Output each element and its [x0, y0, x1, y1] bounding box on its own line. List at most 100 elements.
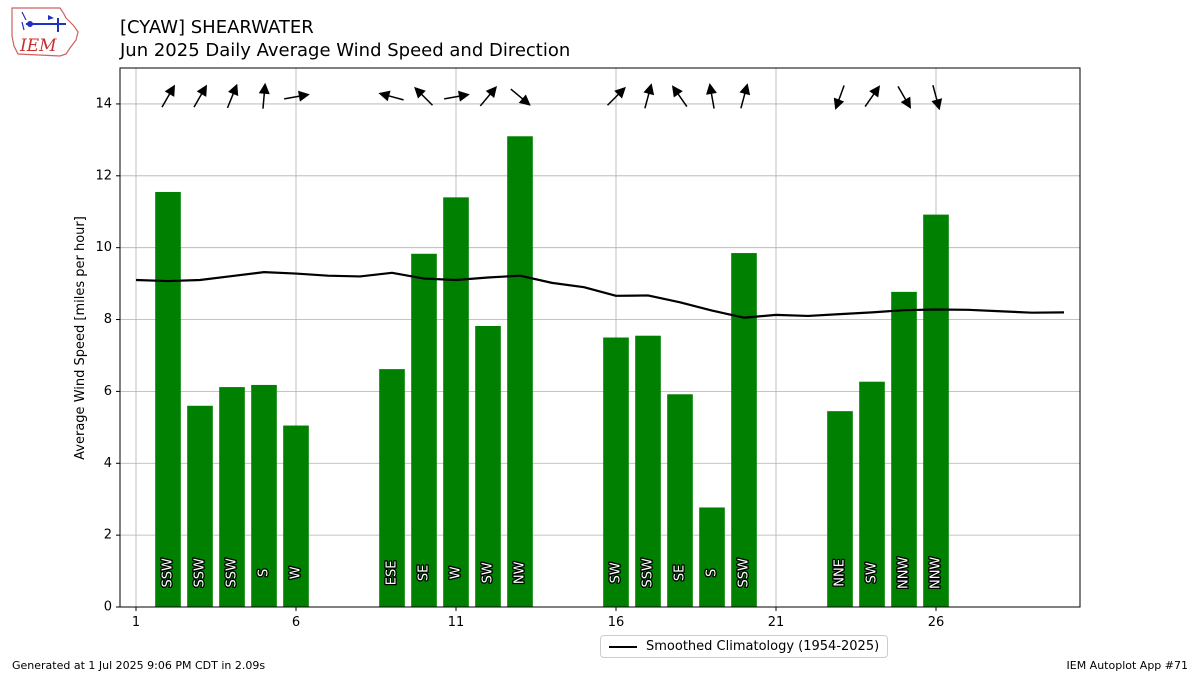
bar-day-25	[891, 291, 917, 607]
direction-label-day-13: NW	[513, 561, 528, 584]
direction-label-day-24: SW	[865, 562, 880, 583]
y-tick-label: 10	[95, 240, 112, 255]
footer-generated: Generated at 1 Jul 2025 9:06 PM CDT in 2…	[12, 659, 266, 672]
bar-day-19	[699, 507, 725, 607]
chart-subtitle: Jun 2025 Daily Average Wind Speed and Di…	[120, 40, 571, 61]
legend-label: Smoothed Climatology (1954-2025)	[646, 639, 880, 654]
arrow-shaft	[386, 94, 404, 101]
bar-day-2	[155, 191, 181, 607]
arrow-head	[228, 83, 239, 97]
y-tick-label: 2	[104, 528, 112, 543]
bar-day-20	[731, 253, 757, 607]
iem-logo: IEM	[8, 6, 80, 62]
legend-line-swatch	[609, 645, 637, 648]
grid	[120, 68, 1080, 608]
y-axis-label: Average Wind Speed [miles per hour]	[73, 216, 88, 460]
x-tick-label: 1	[132, 615, 140, 630]
direction-label-day-4: SSW	[225, 558, 240, 588]
bar-day-9	[379, 369, 405, 607]
footer-app: IEM Autoplot App #71	[1066, 659, 1189, 672]
wind-arrow-day-13	[510, 88, 531, 106]
arrow-head	[164, 84, 175, 97]
direction-label-day-12: SW	[481, 562, 496, 583]
bar-day-10	[411, 253, 437, 607]
y-tick-label: 8	[104, 312, 112, 327]
arrow-head	[518, 94, 531, 106]
arrow-shaft	[675, 91, 688, 108]
x-tick-label: 6	[292, 615, 300, 630]
arrow-head	[457, 90, 470, 102]
direction-label-day-9: ESE	[385, 561, 400, 586]
direction-label-day-6: W	[289, 566, 304, 579]
bar-day-4	[219, 387, 245, 607]
wind-arrow-day-20	[739, 83, 751, 109]
direction-label-day-19: S	[705, 569, 720, 577]
wind-arrow-day-2	[161, 84, 175, 108]
arrow-shaft	[644, 90, 651, 109]
arrow-head	[258, 82, 270, 95]
direction-label-day-17: SSW	[641, 558, 656, 588]
arrow-shaft	[897, 85, 908, 103]
direction-label-day-5: S	[257, 569, 272, 577]
arrow-shaft	[710, 90, 715, 109]
arrow-head	[378, 90, 391, 102]
direction-label-day-25: NNW	[897, 557, 912, 589]
bar-day-23	[827, 411, 853, 607]
wind-arrow-day-26	[931, 84, 943, 111]
climatology-series	[135, 271, 1065, 319]
arrow-head	[900, 96, 911, 109]
x-tick-label: 21	[768, 615, 785, 630]
arrow-shaft	[740, 90, 747, 109]
arrow-head	[833, 97, 845, 110]
direction-labels: SSW SSW SSW S W ESE SE W SW NW SW SSW SE S SSW NNE SW NNW…	[159, 555, 945, 590]
bar-day-5	[251, 384, 277, 607]
x-tick-label: 26	[928, 615, 945, 630]
bar-day-18	[667, 394, 693, 607]
wind-arrow-day-9	[378, 90, 404, 102]
wind-arrow-day-3	[193, 84, 207, 108]
bar-day-12	[475, 326, 501, 607]
arrow-shaft	[419, 91, 434, 106]
arrow-head	[297, 90, 310, 102]
y-tick-label: 14	[95, 96, 112, 111]
arrow-head	[196, 84, 207, 97]
y-tick-label: 6	[104, 384, 112, 399]
wind-arrow-day-5	[258, 82, 270, 109]
arrow-shaft	[837, 85, 845, 103]
wind-arrow-day-17	[643, 83, 655, 109]
wind-arrow-day-10	[414, 86, 434, 106]
arrow-shaft	[932, 84, 939, 103]
wind-arrow-day-12	[479, 86, 497, 107]
direction-arrows	[161, 82, 943, 111]
logo-text: IEM	[19, 36, 57, 56]
bar-day-3	[187, 405, 213, 607]
bar-day-6	[283, 425, 309, 607]
arrow-head	[869, 85, 881, 98]
climatology-line	[135, 271, 1065, 319]
y-tick-label: 12	[95, 168, 112, 183]
y-tick-label: 4	[104, 456, 112, 471]
y-tick-label: 0	[104, 600, 112, 615]
bar-day-11	[443, 197, 469, 608]
wind-arrow-day-11	[444, 90, 470, 102]
arrow-head	[931, 98, 943, 111]
bar-day-17	[635, 335, 661, 607]
arrow-head	[671, 85, 683, 98]
bars	[155, 136, 949, 608]
direction-label-day-3: SSW	[193, 558, 208, 588]
chart-title: [CYAW] SHEARWATER	[120, 17, 314, 38]
direction-label-day-11: W	[449, 566, 464, 579]
arrow-shaft	[864, 91, 877, 108]
wind-arrow-day-23	[833, 85, 845, 110]
arrow-shaft	[193, 91, 204, 108]
direction-label-day-20: SSW	[737, 558, 752, 588]
wind-arrow-day-6	[284, 90, 310, 102]
arrow-head	[739, 83, 751, 96]
wind-arrow-day-16	[606, 86, 626, 106]
wind-arrow-day-4	[226, 83, 239, 109]
wind-arrow-day-25	[897, 85, 911, 109]
wind-arrow-day-24	[864, 85, 881, 108]
direction-label-day-23: NNE	[833, 559, 848, 587]
